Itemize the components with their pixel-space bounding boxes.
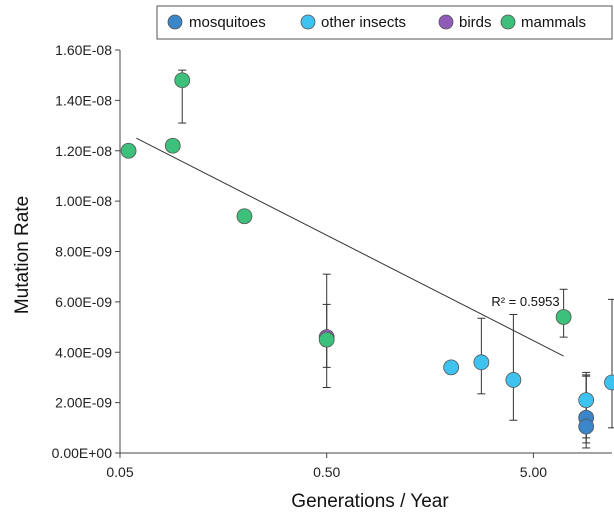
y-tick-label: 1.40E-08 [55, 92, 112, 108]
x-tick-label: 0.50 [313, 464, 340, 480]
x-tick-label: 5.00 [520, 464, 547, 480]
legend-marker-mosquitoes [167, 14, 183, 30]
error-bar [509, 313, 518, 421]
legend-label-birds: birds [459, 14, 492, 31]
data-point-mammals [555, 309, 572, 325]
legend-marker-birds [438, 14, 454, 30]
data-point-other-insects [443, 359, 460, 376]
y-tick-label: 0.00E+00 [52, 445, 113, 461]
x-tick-label: 0.05 [106, 464, 133, 480]
data-point-other-insects [473, 354, 490, 371]
data-point-mammals [164, 137, 181, 154]
y-tick-label: 2.00E-09 [55, 395, 112, 411]
data-point-other-insects [505, 372, 522, 388]
y-tick-label: 8.00E-09 [55, 244, 112, 260]
y-axis-title: Mutation Rate [12, 196, 33, 314]
y-tick-label: 4.00E-09 [55, 344, 112, 360]
trendline [136, 137, 564, 357]
legend-label-other-insects: other insects [321, 14, 406, 31]
data-point-mammals [120, 142, 137, 159]
y-tick-label: 1.60E-08 [55, 42, 112, 58]
data-point-other-insects [578, 392, 595, 409]
legend-label-mosquitoes: mosquitoes [189, 14, 266, 31]
y-tick-label: 6.00E-09 [55, 294, 112, 310]
legend-marker-other-insects [300, 14, 316, 30]
legend-box [156, 5, 613, 40]
data-point-mammals [236, 208, 253, 225]
y-tick-label: 1.00E-08 [55, 193, 112, 209]
r-squared-annotation: R² = 0.5953 [491, 294, 559, 309]
data-point-mosquitoes [578, 418, 595, 435]
legend-marker-mammals [500, 14, 516, 30]
data-point-mammals [318, 331, 335, 348]
x-axis-title: Generations / Year [291, 491, 449, 512]
error-bar [608, 298, 614, 429]
data-point-mammals [174, 72, 191, 89]
legend-label-mammals: mammals [521, 14, 586, 31]
data-point-other-insects [604, 374, 614, 391]
y-tick-label: 1.20E-08 [55, 143, 112, 159]
legend: mosquitoes other insects birds mammals [156, 5, 613, 40]
